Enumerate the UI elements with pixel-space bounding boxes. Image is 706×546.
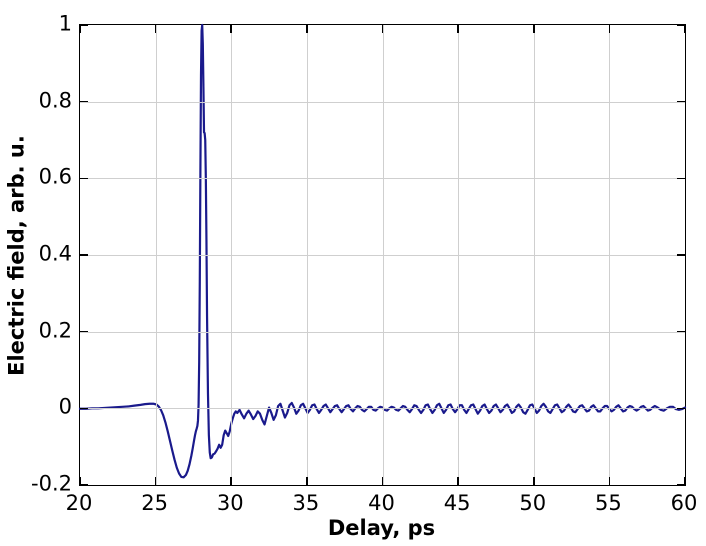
- x-axis-tick: [154, 477, 157, 485]
- y-axis-tick: [677, 330, 685, 333]
- x-axis-tick: [230, 477, 233, 485]
- y-axis-label: Electric field, arb. u.: [4, 135, 29, 376]
- y-tick-label-group: -0.2 0 0.2 0.4 0.6 0.8 1: [0, 0, 72, 546]
- x-axis-tick: [230, 25, 233, 33]
- x-axis-label: Delay, ps: [327, 516, 436, 540]
- x-axis-tick: [608, 25, 611, 33]
- y-axis-tick: [80, 254, 88, 256]
- y-axis-tick: [677, 100, 685, 103]
- y-tick-label: 0: [58, 394, 72, 419]
- x-axis-tick: [684, 477, 686, 485]
- x-axis-tick: [532, 25, 535, 33]
- y-axis-tick: [80, 100, 88, 103]
- y-axis-tick: [677, 24, 685, 26]
- y-axis-tick: [677, 407, 685, 410]
- gridline-horizontal: [80, 408, 685, 410]
- x-tick-label: 45: [443, 491, 471, 515]
- x-axis-tick: [381, 477, 384, 485]
- gridline-horizontal: [80, 331, 685, 333]
- y-axis-tick: [80, 24, 88, 26]
- x-axis-tick: [79, 477, 81, 485]
- gridline-horizontal: [80, 255, 685, 256]
- x-axis-tick: [306, 477, 308, 485]
- x-tick-label: 60: [670, 491, 698, 515]
- y-tick-label: 0.2: [38, 318, 72, 343]
- x-tick-label: 50: [519, 491, 547, 515]
- plot-area: [78, 23, 687, 486]
- x-tick-label: 25: [141, 491, 168, 515]
- y-axis-tick: [677, 484, 685, 486]
- gridline-horizontal: [80, 178, 685, 180]
- y-tick-label: 0.4: [38, 241, 72, 266]
- y-tick-label: -0.2: [31, 471, 72, 496]
- y-axis-tick: [80, 484, 88, 486]
- y-axis-tick: [677, 177, 685, 180]
- y-tick-label: 0.8: [38, 88, 72, 113]
- x-axis-tick: [608, 477, 611, 485]
- x-axis-tick: [154, 25, 157, 33]
- x-axis-tick: [381, 25, 384, 33]
- x-tick-label: 20: [65, 491, 93, 515]
- y-axis-tick: [80, 407, 88, 410]
- x-axis-tick: [457, 25, 459, 33]
- gridline-horizontal: [80, 101, 685, 103]
- y-tick-label: 0.6: [38, 164, 72, 189]
- x-axis-tick: [306, 25, 308, 33]
- x-axis-tick: [457, 477, 459, 485]
- y-axis-tick: [677, 254, 685, 256]
- x-axis-tick: [79, 25, 81, 33]
- x-axis-tick: [532, 477, 535, 485]
- y-axis-tick: [80, 330, 88, 333]
- x-tick-label: 55: [595, 491, 622, 515]
- waveform-plot-svg: [78, 23, 687, 479]
- x-tick-label: 40: [368, 491, 395, 515]
- terahertz-waveform-line: [78, 23, 687, 479]
- x-tick-label: 35: [292, 491, 320, 515]
- y-tick-label: 1: [58, 11, 72, 36]
- y-axis-tick: [80, 177, 88, 180]
- x-axis-tick: [684, 25, 686, 33]
- x-tick-label: 30: [216, 491, 244, 515]
